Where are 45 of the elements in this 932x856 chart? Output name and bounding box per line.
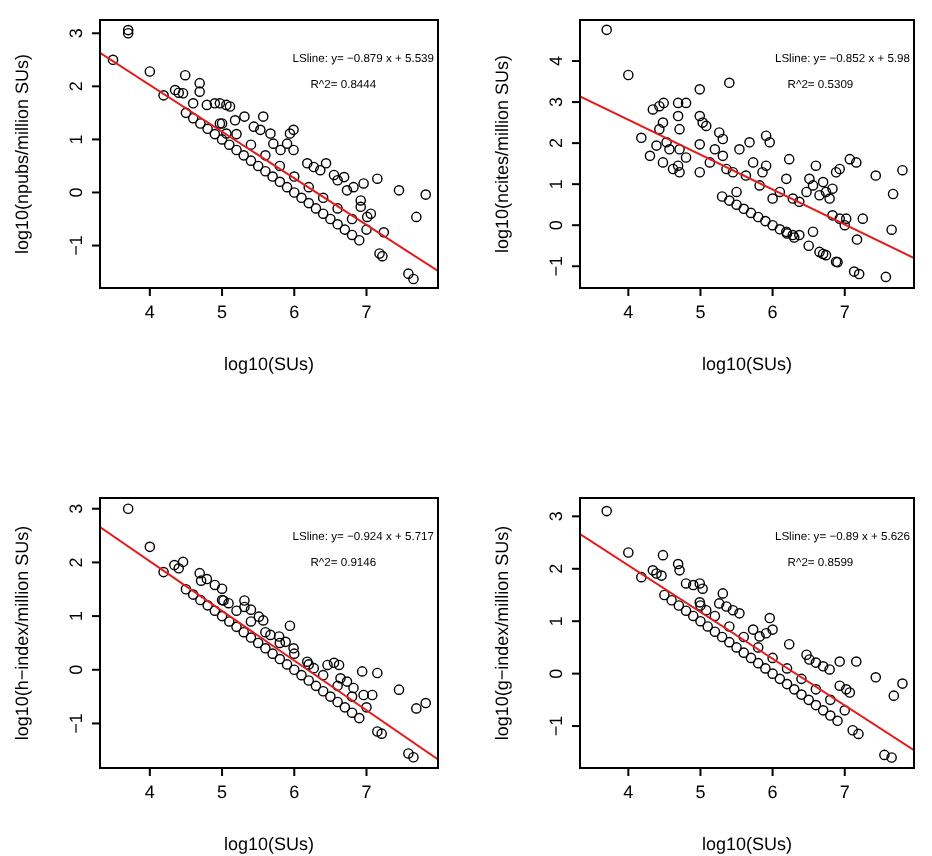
y-tick-label: 1 — [66, 611, 86, 622]
y-axis-title: log10(npubs/million SUs) — [12, 53, 32, 255]
y-tick-label: 1 — [546, 616, 566, 627]
x-tick-label: 4 — [144, 782, 155, 802]
x-tick-label: 7 — [839, 302, 850, 322]
y-tick-label: 0 — [546, 220, 566, 231]
y-tick-label: 2 — [66, 81, 86, 92]
x-tick-label: 5 — [695, 302, 706, 322]
y-tick-label: −1 — [546, 255, 566, 277]
x-tick-label: 4 — [623, 302, 634, 322]
y-tick-label: 1 — [66, 134, 86, 145]
y-axis-title: log10(h−index/million SUs) — [12, 525, 32, 741]
y-tick-label: 3 — [66, 503, 86, 514]
y-tick-label: 3 — [546, 511, 566, 522]
y-tick-label: 2 — [66, 557, 86, 568]
x-tick-label: 7 — [361, 302, 372, 322]
y-tick-label: 3 — [66, 28, 86, 39]
y-axis-title: log10(ncites/million SUs) — [492, 54, 512, 254]
y-tick-label: −1 — [546, 715, 566, 737]
x-axis-title: log10(SUs) — [223, 354, 315, 374]
x-tick-label: 7 — [361, 782, 372, 802]
y-tick-label: 3 — [546, 97, 566, 108]
x-tick-label: 4 — [144, 302, 155, 322]
y-tick-label: 4 — [546, 56, 566, 67]
x-axis-title: log10(SUs) — [223, 834, 315, 854]
x-tick-label: 6 — [767, 302, 778, 322]
y-tick-label: 0 — [546, 668, 566, 679]
x-tick-label: 6 — [289, 302, 300, 322]
y-tick-label: −1 — [66, 235, 86, 256]
x-tick-label: 5 — [695, 782, 706, 802]
x-axis-title: log10(SUs) — [701, 354, 793, 374]
x-tick-label: 7 — [839, 782, 850, 802]
y-tick-label: 0 — [66, 187, 86, 198]
y-tick-label: 2 — [546, 563, 566, 574]
y-axis-title: log10(g−index/million SUs) — [492, 525, 512, 741]
y-tick-label: −1 — [66, 713, 86, 734]
x-tick-label: 5 — [217, 782, 228, 802]
x-tick-label: 4 — [623, 782, 634, 802]
x-tick-label: 6 — [289, 782, 300, 802]
x-tick-label: 5 — [217, 302, 228, 322]
x-tick-label: 6 — [767, 782, 778, 802]
y-tick-label: 1 — [546, 179, 566, 190]
x-axis-title: log10(SUs) — [701, 834, 793, 854]
y-tick-label: 0 — [66, 664, 86, 675]
y-tick-label: 2 — [546, 138, 566, 149]
